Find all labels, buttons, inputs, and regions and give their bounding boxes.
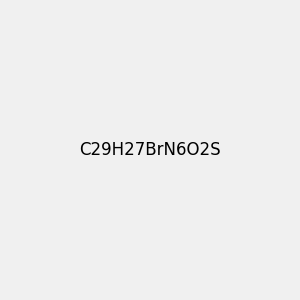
Text: C29H27BrN6O2S: C29H27BrN6O2S: [79, 141, 221, 159]
